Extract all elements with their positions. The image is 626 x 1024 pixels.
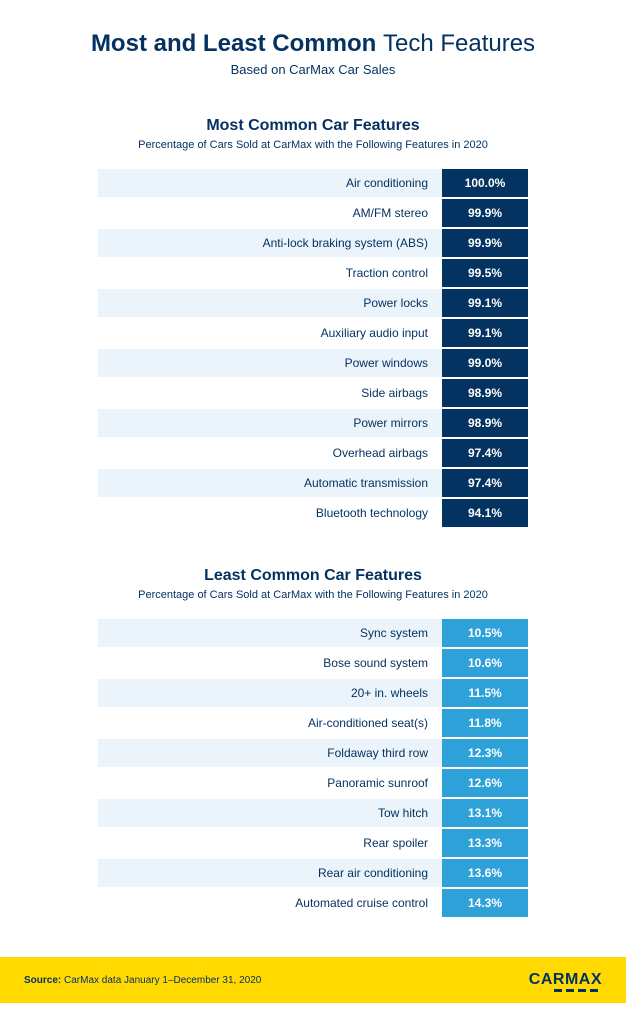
- feature-value: 11.8%: [442, 709, 528, 737]
- main-subtitle: Based on CarMax Car Sales: [20, 62, 606, 77]
- table-row: Power windows99.0%: [98, 349, 528, 377]
- table-row: Traction control99.5%: [98, 259, 528, 287]
- feature-label: Traction control: [98, 259, 442, 287]
- feature-value: 99.9%: [442, 199, 528, 227]
- feature-value: 12.6%: [442, 769, 528, 797]
- feature-label: Air-conditioned seat(s): [98, 709, 442, 737]
- table-row: Auxiliary audio input99.1%: [98, 319, 528, 347]
- table-row: Overhead airbags97.4%: [98, 439, 528, 467]
- table-row: Bose sound system10.6%: [98, 649, 528, 677]
- source-text: Source: CarMax data January 1–December 3…: [24, 975, 261, 986]
- most-common-table: Air conditioning100.0%AM/FM stereo99.9%A…: [98, 169, 528, 527]
- feature-label: Rear air conditioning: [98, 859, 442, 887]
- table-row: Automated cruise control14.3%: [98, 889, 528, 917]
- carmax-logo: CARMAX: [529, 971, 602, 989]
- least-common-table: Sync system10.5%Bose sound system10.6%20…: [98, 619, 528, 917]
- feature-label: 20+ in. wheels: [98, 679, 442, 707]
- feature-value: 97.4%: [442, 439, 528, 467]
- table-row: Power locks99.1%: [98, 289, 528, 317]
- feature-label: Air conditioning: [98, 169, 442, 197]
- table-row: Rear spoiler13.3%: [98, 829, 528, 857]
- table-row: AM/FM stereo99.9%: [98, 199, 528, 227]
- feature-label: Power mirrors: [98, 409, 442, 437]
- feature-value: 99.1%: [442, 319, 528, 347]
- table-row: Air conditioning100.0%: [98, 169, 528, 197]
- feature-value: 10.5%: [442, 619, 528, 647]
- table-row: Automatic transmission97.4%: [98, 469, 528, 497]
- feature-label: Anti-lock braking system (ABS): [98, 229, 442, 257]
- feature-label: Rear spoiler: [98, 829, 442, 857]
- feature-value: 10.6%: [442, 649, 528, 677]
- feature-label: Power windows: [98, 349, 442, 377]
- feature-value: 13.6%: [442, 859, 528, 887]
- feature-value: 99.1%: [442, 289, 528, 317]
- table-row: Sync system10.5%: [98, 619, 528, 647]
- most-common-section: Most Common Car Features Percentage of C…: [20, 117, 606, 527]
- table-row: Rear air conditioning13.6%: [98, 859, 528, 887]
- source-label: Source:: [24, 975, 61, 986]
- main-title: Most and Least Common Tech Features: [20, 30, 606, 58]
- feature-value: 98.9%: [442, 409, 528, 437]
- table-row: Power mirrors98.9%: [98, 409, 528, 437]
- feature-label: Automated cruise control: [98, 889, 442, 917]
- least-section-title: Least Common Car Features: [20, 567, 606, 585]
- title-light: Tech Features: [383, 30, 535, 57]
- feature-label: Foldaway third row: [98, 739, 442, 767]
- feature-value: 99.0%: [442, 349, 528, 377]
- table-row: Tow hitch13.1%: [98, 799, 528, 827]
- feature-label: Auxiliary audio input: [98, 319, 442, 347]
- feature-label: Bluetooth technology: [98, 499, 442, 527]
- table-row: Panoramic sunroof12.6%: [98, 769, 528, 797]
- feature-value: 99.5%: [442, 259, 528, 287]
- title-bold: Most and Least Common: [91, 30, 376, 57]
- feature-value: 12.3%: [442, 739, 528, 767]
- least-section-subtitle: Percentage of Cars Sold at CarMax with t…: [20, 589, 606, 601]
- feature-label: Overhead airbags: [98, 439, 442, 467]
- most-section-subtitle: Percentage of Cars Sold at CarMax with t…: [20, 139, 606, 151]
- feature-value: 14.3%: [442, 889, 528, 917]
- table-row: Bluetooth technology94.1%: [98, 499, 528, 527]
- feature-label: AM/FM stereo: [98, 199, 442, 227]
- feature-label: Sync system: [98, 619, 442, 647]
- table-row: Anti-lock braking system (ABS)99.9%: [98, 229, 528, 257]
- most-section-title: Most Common Car Features: [20, 117, 606, 135]
- table-row: Side airbags98.9%: [98, 379, 528, 407]
- table-row: Foldaway third row12.3%: [98, 739, 528, 767]
- feature-value: 94.1%: [442, 499, 528, 527]
- table-row: 20+ in. wheels11.5%: [98, 679, 528, 707]
- feature-value: 13.1%: [442, 799, 528, 827]
- footer-bar: Source: CarMax data January 1–December 3…: [0, 957, 626, 1003]
- feature-value: 97.4%: [442, 469, 528, 497]
- feature-label: Automatic transmission: [98, 469, 442, 497]
- table-row: Air-conditioned seat(s)11.8%: [98, 709, 528, 737]
- feature-value: 99.9%: [442, 229, 528, 257]
- feature-label: Bose sound system: [98, 649, 442, 677]
- source-detail: CarMax data January 1–December 31, 2020: [64, 975, 261, 986]
- feature-label: Tow hitch: [98, 799, 442, 827]
- feature-label: Side airbags: [98, 379, 442, 407]
- feature-value: 13.3%: [442, 829, 528, 857]
- feature-value: 11.5%: [442, 679, 528, 707]
- feature-label: Power locks: [98, 289, 442, 317]
- least-common-section: Least Common Car Features Percentage of …: [20, 567, 606, 917]
- feature-value: 100.0%: [442, 169, 528, 197]
- feature-value: 98.9%: [442, 379, 528, 407]
- infographic-container: Most and Least Common Tech Features Base…: [0, 0, 626, 917]
- feature-label: Panoramic sunroof: [98, 769, 442, 797]
